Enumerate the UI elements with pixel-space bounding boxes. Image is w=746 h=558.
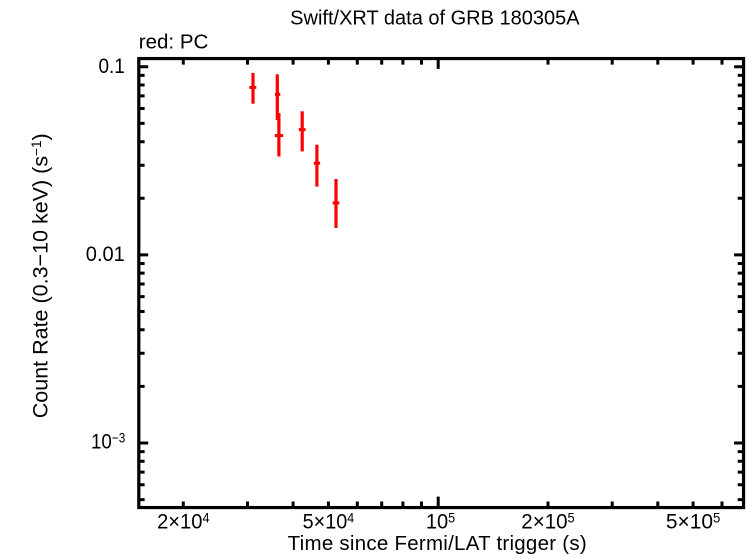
- svg-text:2×104: 2×104: [157, 510, 210, 534]
- svg-text:Count Rate (0.3−10 keV) (s−1): Count Rate (0.3−10 keV) (s−1): [28, 133, 52, 418]
- svg-text:2×105: 2×105: [521, 510, 574, 534]
- svg-text:red: PC: red: PC: [139, 31, 209, 54]
- svg-text:0.01: 0.01: [86, 242, 125, 266]
- svg-text:Time since Fermi/LAT trigger (: Time since Fermi/LAT trigger (s): [288, 532, 587, 555]
- svg-text:Swift/XRT data of GRB 180305A: Swift/XRT data of GRB 180305A: [290, 7, 580, 29]
- svg-text:0.1: 0.1: [99, 54, 125, 78]
- svg-text:5×104: 5×104: [303, 510, 355, 534]
- svg-text:5×105: 5×105: [666, 510, 721, 534]
